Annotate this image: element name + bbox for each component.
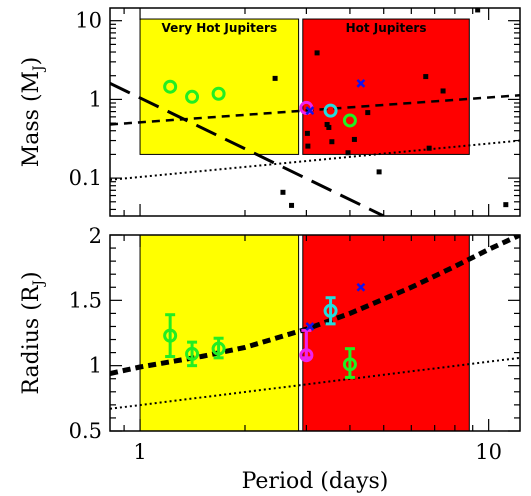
data-point-square	[376, 169, 382, 175]
x-tick-label: 1	[133, 440, 146, 464]
region-label-1: Hot Jupiters	[346, 21, 427, 35]
data-point-square	[475, 8, 481, 13]
data-point-ring	[163, 328, 178, 343]
data-point-square	[304, 130, 310, 136]
data-point-square	[314, 50, 320, 56]
mass-line-long-dash	[110, 81, 385, 216]
data-point-square	[329, 139, 335, 145]
mass-region-1	[302, 18, 470, 155]
x-axis-title: Period (days)	[242, 469, 389, 494]
radius-axis-title: Radius (RJ)	[19, 271, 47, 394]
data-point-cross	[305, 322, 315, 331]
mass-y-tick-label: 10	[75, 9, 102, 33]
data-point-square	[503, 202, 509, 208]
data-point-square	[305, 143, 311, 149]
mass-region-0	[139, 18, 300, 155]
data-point-cross	[305, 106, 315, 116]
data-point-square	[365, 110, 371, 116]
data-point-cross	[356, 78, 366, 88]
data-point-ring	[299, 348, 314, 363]
data-point-ring	[323, 303, 338, 318]
data-point-square	[426, 145, 432, 151]
data-point-square	[351, 136, 357, 142]
mass-squares	[272, 8, 509, 208]
data-point-cross	[356, 282, 366, 292]
radius-line-heavy-dash	[110, 235, 520, 376]
data-point-ring	[342, 113, 357, 128]
data-point-ring	[323, 103, 338, 118]
radius-lines	[110, 235, 520, 410]
data-point-square	[289, 202, 295, 208]
data-point-ring	[163, 79, 178, 94]
mass-line-short-dash	[110, 93, 520, 126]
radius-y-tick-label: 0.5	[69, 419, 102, 443]
radius-y-tick-label: 1	[89, 354, 102, 378]
x-tick-label: 10	[475, 440, 502, 464]
data-point-ring	[185, 89, 200, 104]
data-point-square	[324, 121, 330, 127]
mass-axis-title: Mass (MJ)	[19, 57, 47, 168]
mass-lines	[110, 81, 520, 216]
data-point-square	[440, 88, 446, 94]
data-point-ring	[211, 341, 226, 356]
region-label-0: Very Hot Jupiters	[162, 21, 278, 35]
data-point-ring	[185, 346, 200, 361]
mass-y-tick-label: 1	[89, 87, 102, 111]
data-point-square	[345, 150, 351, 156]
data-point-ring	[211, 86, 226, 101]
mass-line-dotted	[110, 139, 520, 181]
data-point-square	[272, 75, 278, 81]
data-point-ring	[342, 357, 357, 372]
mass-y-tick-label: 0.1	[69, 166, 102, 190]
radius-line-dotted	[110, 356, 520, 410]
data-point-square	[326, 124, 332, 130]
data-point-square	[280, 189, 286, 195]
radius-y-tick-label: 1.5	[69, 288, 102, 312]
radius-region-1	[302, 234, 470, 432]
radius-y-tick-label: 2	[89, 224, 102, 248]
radius-panel	[109, 234, 521, 432]
data-point-square	[423, 74, 429, 80]
radius-frame	[109, 234, 521, 432]
mass-panel: Very Hot Jupiters Hot Jupiters	[109, 7, 521, 217]
